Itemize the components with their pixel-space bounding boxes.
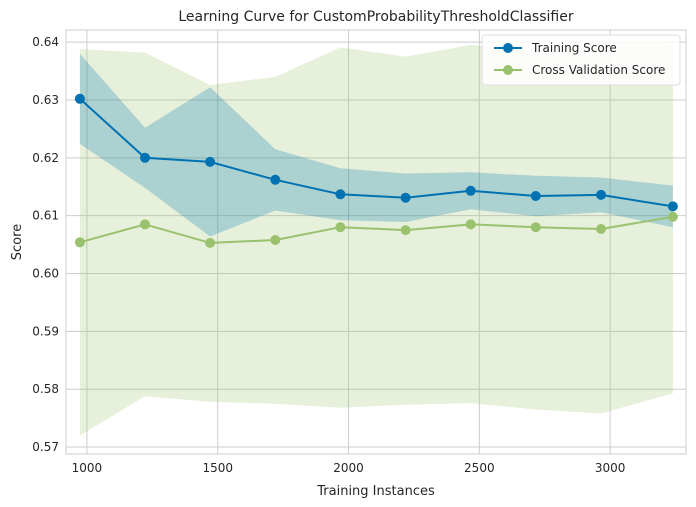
point-training [667,201,678,212]
series-lines [79,98,674,244]
legend-box [481,34,681,86]
y-tick-label: 0.57 [32,440,59,454]
y-tick-label: 0.62 [32,151,59,165]
x-tick-label: 2000 [333,461,364,475]
point-cv [205,237,216,248]
x-tick-labels: 1000 1500 2000 2500 3000 [72,461,626,475]
x-tick-label: 2500 [464,461,495,475]
line-cv [79,215,674,244]
point-training [530,191,541,201]
x-tick-label: 1500 [202,461,233,475]
legend-label-cv: Cross Validation Score [532,63,665,77]
point-cv [270,235,281,245]
point-training [270,174,281,185]
point-training [596,189,606,200]
variance-bands [79,41,673,436]
band-training [79,53,673,237]
point-training [74,93,85,104]
point-training [335,189,346,200]
point-training [400,192,411,203]
point-cv [400,225,411,236]
x-tick-label: 3000 [595,461,626,475]
point-cv [74,237,85,248]
legend-swatch-cv-marker [503,65,513,75]
point-cv [335,222,346,233]
legend-label-training: Training Score [531,41,617,55]
line-training [79,98,674,208]
y-tick-label: 0.63 [32,93,59,107]
x-axis-label: Training Instances [316,484,435,499]
y-tick-labels: 0.57 0.58 0.59 0.60 0.61 0.62 0.63 0.64 [32,35,59,454]
band-cv [79,41,673,436]
y-axis-label: Score [10,224,25,260]
legend-swatch-training-marker [503,43,513,53]
y-tick-label: 0.61 [32,209,59,223]
plot-area [65,29,687,455]
legend: Training Score Cross Validation Score [481,34,681,86]
point-cv [596,224,606,234]
chart-title: Learning Curve for CustomProbabilityThre… [178,9,573,25]
y-tick-label: 0.58 [32,382,59,396]
series-points [74,93,678,248]
grid-lines [66,30,686,454]
y-tick-label: 0.59 [32,324,59,338]
point-training [205,156,216,167]
point-training [465,185,476,196]
y-tick-label: 0.60 [32,267,59,281]
x-tick-label: 1000 [72,461,103,475]
point-training [140,152,150,163]
point-cv [465,219,476,230]
point-cv [530,222,541,233]
point-cv [667,211,678,222]
y-tick-label: 0.64 [32,35,59,49]
point-cv [140,219,150,230]
